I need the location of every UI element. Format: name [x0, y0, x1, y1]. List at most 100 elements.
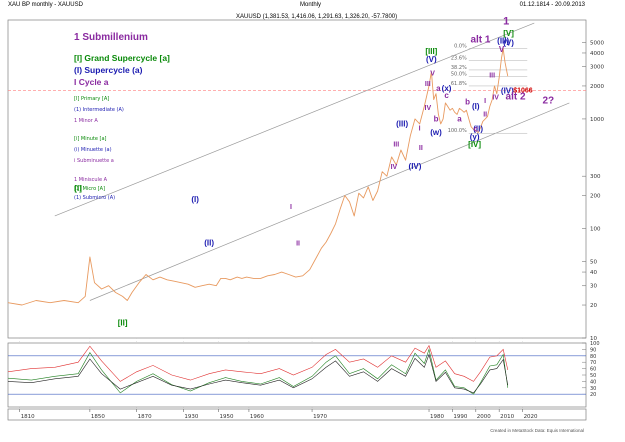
channel-lower-line — [89, 102, 570, 301]
price-series-line — [7, 47, 509, 306]
x-axis-frame — [7, 408, 587, 421]
wave-label: (II) — [473, 124, 483, 133]
wave-label: a — [457, 114, 462, 123]
wave-label: alt 1 — [470, 34, 490, 45]
wave-label: III — [393, 142, 399, 149]
wave-label: (III) — [497, 36, 509, 45]
price-panel-frame — [7, 19, 587, 339]
x-tick-label: 2020 — [524, 414, 538, 420]
osc-series-line — [7, 344, 509, 382]
chart-date-range: 01.12.1814 - 20.09.2013 — [519, 2, 585, 8]
oscillator-series-group — [7, 344, 509, 395]
y-tick-label: 10 — [590, 336, 597, 342]
x-axis: 1810 1850 1870 1930 1950 1960 1970 1980 1990 2000… — [7, 408, 587, 421]
x-axis-ticks: 1810 1850 1870 1930 1950 1960 1970 1980 1990 2000… — [19, 409, 538, 420]
osc-tick-label: 40 — [590, 379, 596, 385]
wave-label: a — [436, 84, 441, 93]
fib-level-label: 38.2% — [451, 65, 467, 71]
wave-label: IV — [391, 164, 398, 171]
y-tick-label: 20 — [590, 303, 597, 309]
legend-sub-item: (1) Submicro (A) — [74, 195, 115, 201]
y-tick-label: 2000 — [590, 84, 604, 90]
wave-label: [IV] — [468, 140, 481, 149]
wave-label: I — [484, 98, 486, 105]
trend-channel — [54, 22, 570, 301]
wave-label: V — [499, 45, 505, 54]
channel-upper-line — [54, 22, 535, 217]
legend-sub-item: 1 Miniscule A — [74, 177, 108, 183]
x-tick-label: 1930 — [184, 414, 198, 420]
legend-sub-item: (i) Minuette (a) — [74, 147, 112, 153]
wave-label: (III) — [396, 120, 408, 129]
wave-label: b — [434, 114, 439, 123]
fib-level-label: 0.0% — [454, 43, 467, 49]
legend-sub-item: i Subminuette a — [74, 158, 114, 164]
wave-label: II — [483, 112, 487, 119]
x-tick-label: 2010 — [500, 414, 514, 420]
wave-label: alt 2 — [506, 92, 526, 103]
wave-label: V — [430, 70, 435, 77]
legend-item: (I) Supercycle (a) — [74, 65, 143, 75]
y-tick-label: 100 — [590, 226, 601, 232]
osc-tick-label: 60 — [590, 367, 596, 373]
x-tick-label: 1970 — [313, 414, 327, 420]
osc-tick-label: 100 — [590, 341, 600, 347]
wave-label: III — [489, 72, 495, 79]
wave-label: b — [465, 98, 470, 107]
wave-label: (I) — [472, 102, 480, 111]
wave-label: [III] — [425, 47, 437, 56]
x-tick-label: 1950 — [220, 414, 234, 420]
osc-series-line — [7, 348, 509, 395]
wave-label: (x) — [442, 84, 452, 93]
oscillator-panel-frame — [7, 342, 587, 408]
legend-title: 1 Submillenium — [74, 32, 148, 43]
osc-tick-label: 70 — [590, 360, 596, 366]
fib-level-label: 61.8% — [451, 81, 467, 87]
y-axis-ticks: 5000 4000 3000 2000 1000 300 200 100 50 40 30 20 10 — [582, 40, 604, 342]
chart-symbol-label: XAU BP monthly - XAUUSD — [8, 2, 83, 8]
osc-series-line — [7, 353, 509, 394]
osc-tick-label: 90 — [590, 347, 596, 353]
chart-ohlc-readout: XAUUSD (1,381.53, 1,416.06, 1,291.63, 1,… — [236, 14, 398, 20]
wave-label: (I) — [191, 195, 199, 204]
wave-label: c — [474, 124, 479, 133]
x-tick-label: 1810 — [21, 414, 35, 420]
y-tick-label: 1000 — [590, 117, 604, 123]
wave-label: [II] — [118, 319, 128, 328]
x-tick-label: 1870 — [138, 414, 152, 420]
wave-label: I — [419, 126, 421, 133]
legend-item: I Cycle a — [74, 77, 109, 87]
legend-sub-item: 1 Minor A — [74, 118, 98, 124]
legend-sub-item: [I] Primary [A] — [74, 96, 109, 102]
wave-label: 1 — [503, 15, 509, 27]
osc-tick-label: 80 — [590, 354, 596, 360]
y-tick-label: 3000 — [590, 65, 604, 71]
legend-sub-items: [I] Primary [A] (1) Intermediate (A) 1 Min… — [74, 96, 124, 201]
legend-sub-item: [1] Micro [A] — [74, 186, 105, 192]
x-tick-label: 2000 — [477, 414, 491, 420]
wave-label: III — [425, 81, 431, 88]
price-panel: 500040003000200010003002001005040302010 … — [7, 15, 604, 409]
wave-label: I — [290, 204, 292, 211]
wave-label: (IV) — [409, 162, 422, 171]
wave-label: II — [296, 240, 300, 247]
price-series-group — [7, 47, 509, 306]
y-tick-label: 200 — [590, 193, 601, 199]
wave-label: (IV) — [501, 87, 514, 96]
fib-level-label: 23.6% — [451, 56, 467, 62]
wave-label: (II) — [204, 238, 214, 247]
wave-label: (V) — [426, 55, 437, 64]
chart-period-label: Monthly — [300, 2, 322, 8]
current-price-group: $1066 — [8, 87, 586, 94]
wave-label: (w) — [430, 128, 442, 137]
wave-label: [I] — [74, 184, 82, 193]
fib-level-label: 50.0% — [451, 71, 467, 77]
legend-sub-item: (1) Intermediate (A) — [74, 107, 124, 113]
x-tick-label: 1850 — [91, 414, 105, 420]
current-price-label: $1066 — [513, 87, 533, 94]
y-tick-label: 40 — [590, 270, 597, 276]
